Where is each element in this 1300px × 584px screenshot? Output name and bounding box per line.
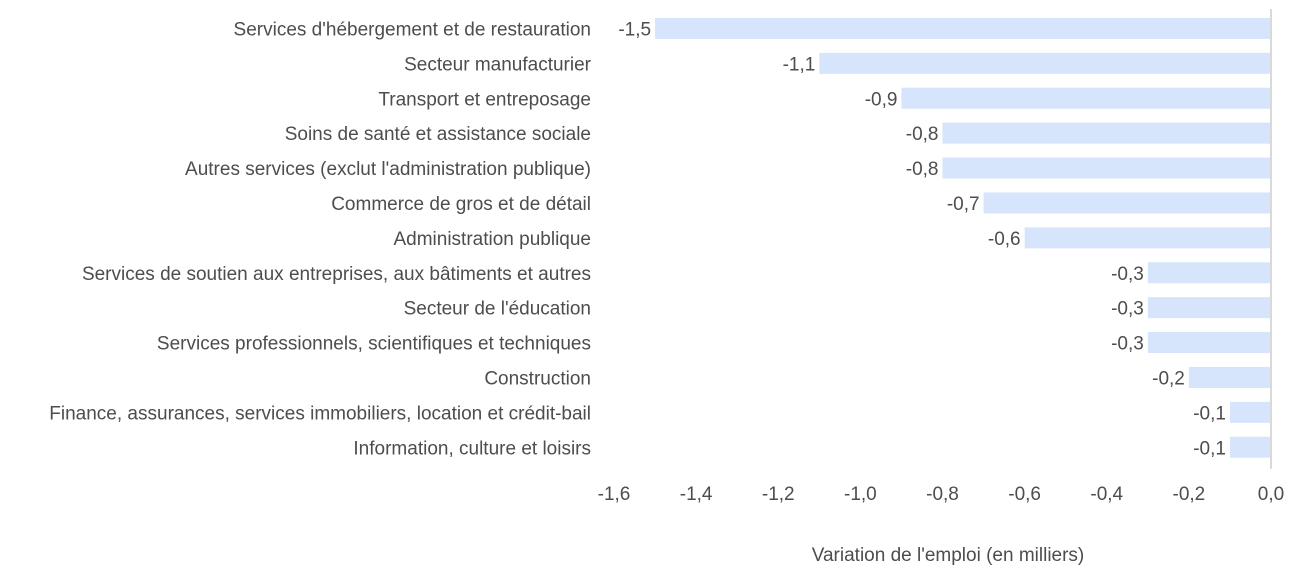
value-label: -0,1	[1193, 438, 1226, 459]
category-label: Construction	[484, 368, 591, 389]
value-labels: -1,5 -1,1 -0,9 -0,8 -0,8 -0,7 -0,6 -0,3 -0,3 -0,3…	[618, 19, 1226, 459]
bar	[1024, 227, 1271, 249]
bar	[901, 87, 1271, 109]
category-label: Services de soutien aux entreprises, aux…	[82, 264, 591, 285]
category-labels: Services d'hébergement et de restauratio…	[49, 19, 591, 459]
category-label: Secteur de l'éducation	[404, 299, 591, 320]
bar	[1229, 436, 1271, 458]
value-label: -0,6	[988, 229, 1021, 250]
x-axis-title: Variation de l'emploi (en milliers)	[812, 545, 1085, 566]
category-label: Information, culture et loisirs	[353, 438, 591, 459]
value-label: -0,3	[1111, 334, 1144, 355]
bars	[655, 17, 1271, 458]
value-label: -0,9	[865, 89, 898, 110]
category-label: Services d'hébergement et de restauratio…	[234, 19, 591, 40]
bar	[1188, 366, 1271, 388]
x-tick-label: -0,2	[1173, 484, 1206, 505]
x-tick-label: -1,2	[762, 484, 795, 505]
bar	[1147, 332, 1271, 354]
value-label: -1,1	[783, 54, 816, 75]
bar	[1147, 262, 1271, 284]
value-label: -0,8	[906, 159, 939, 180]
bar	[819, 52, 1271, 74]
bar	[1147, 297, 1271, 319]
bar	[983, 192, 1271, 214]
x-tick-label: -0,8	[926, 484, 959, 505]
category-label: Finance, assurances, services immobilier…	[49, 403, 591, 424]
x-tick-label: -1,0	[844, 484, 877, 505]
x-tick-label: -0,6	[1008, 484, 1041, 505]
category-label: Services professionnels, scientifiques e…	[157, 334, 591, 355]
category-label: Transport et entreposage	[378, 89, 591, 110]
value-label: -0,8	[906, 124, 939, 145]
category-label: Autres services (exclut l'administration…	[185, 159, 591, 180]
x-tick-label: -1,6	[598, 484, 631, 505]
value-label: -0,7	[947, 194, 980, 215]
category-label: Secteur manufacturier	[404, 54, 592, 75]
x-axis-ticks: -1,6 -1,4 -1,2 -1,0 -0,8 -0,6 -0,4 -0,2 0,0	[598, 484, 1285, 505]
category-label: Commerce de gros et de détail	[331, 194, 591, 215]
value-label: -0,2	[1152, 368, 1185, 389]
category-label: Soins de santé et assistance sociale	[285, 124, 591, 145]
bar	[942, 157, 1271, 179]
x-tick-label: -0,4	[1090, 484, 1123, 505]
bar	[1229, 401, 1271, 423]
x-tick-label: -1,4	[680, 484, 713, 505]
value-label: -1,5	[618, 19, 651, 40]
value-label: -0,1	[1193, 403, 1226, 424]
value-label: -0,3	[1111, 264, 1144, 285]
value-label: -0,3	[1111, 299, 1144, 320]
bar	[655, 17, 1271, 39]
category-label: Administration publique	[393, 229, 591, 250]
bar	[942, 122, 1271, 144]
x-tick-label: 0,0	[1258, 484, 1284, 505]
